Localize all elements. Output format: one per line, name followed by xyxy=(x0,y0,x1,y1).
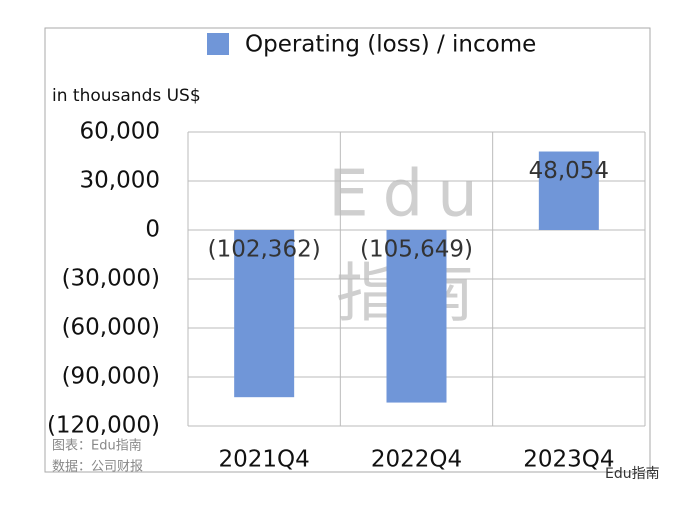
legend-label: Operating (loss) / income xyxy=(245,32,536,58)
watermark: Edu xyxy=(328,158,492,232)
value-label: (105,649) xyxy=(360,237,473,263)
y-tick-label: (90,000) xyxy=(62,364,160,390)
source-note: 图表：Edu指南 xyxy=(52,438,142,454)
x-tick-label: 2022Q4 xyxy=(371,447,462,473)
y-tick-label: (60,000) xyxy=(62,315,160,341)
bar xyxy=(538,151,599,230)
value-label: 48,054 xyxy=(529,158,609,184)
value-label: (102,362) xyxy=(208,237,321,263)
x-tick-label: 2021Q4 xyxy=(219,447,310,473)
x-tick-label: 2023Q4 xyxy=(523,447,614,473)
chart-frame xyxy=(44,27,651,473)
y-tick-label: (30,000) xyxy=(62,266,160,292)
y-tick-label: (120,000) xyxy=(47,413,160,439)
y-axis-label: in thousands US$ xyxy=(52,86,201,106)
legend-swatch xyxy=(207,33,229,55)
brand: Edu指南 xyxy=(605,466,660,482)
y-tick-label: 30,000 xyxy=(80,168,160,194)
y-tick-label: 0 xyxy=(145,217,160,243)
y-tick-label: 60,000 xyxy=(80,119,160,145)
bar xyxy=(386,230,447,403)
source-note: 数据：公司财报 xyxy=(52,460,143,475)
bar xyxy=(234,230,295,398)
